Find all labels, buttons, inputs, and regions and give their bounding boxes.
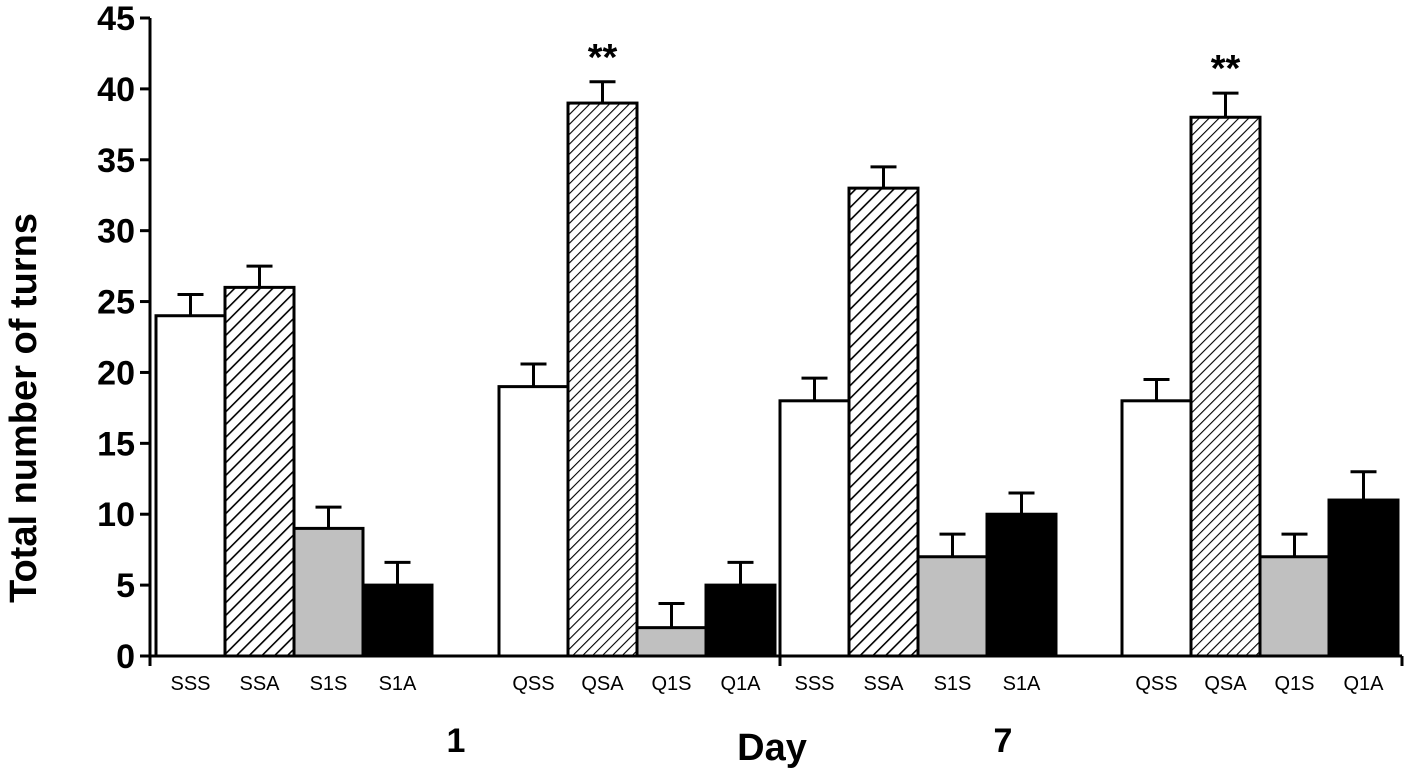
bar-g3-ssa — [847, 186, 920, 658]
category-label-g4-qsa: QSA — [1204, 673, 1247, 695]
category-label-g3-s1s: S1S — [934, 673, 972, 695]
day-label-7: 7 — [994, 722, 1013, 760]
category-label-g2-qsa: QSA — [581, 673, 624, 695]
category-label-g2-qss: QSS — [512, 673, 554, 695]
bar-g4-q1s — [1258, 555, 1331, 658]
y-axis-title: Total number of turns — [3, 213, 45, 603]
bar-g4-q1a — [1327, 498, 1400, 658]
bar-g1-ssa — [223, 285, 296, 658]
category-label-g3-sss: SSS — [794, 673, 834, 695]
bar-g3-s1a — [985, 512, 1058, 658]
bar-g1-s1s — [292, 526, 365, 658]
category-label-g1-s1s: S1S — [310, 673, 348, 695]
significance-marker-g2: ** — [588, 37, 618, 79]
bar-g2-qsa — [566, 101, 639, 658]
category-label-g2-q1a: Q1A — [720, 673, 761, 695]
y-tick-label-5: 5 — [116, 567, 135, 605]
category-label-g1-s1a: S1A — [379, 673, 417, 695]
y-tick-label-0: 0 — [116, 638, 135, 676]
x-axis-title: Day — [737, 727, 807, 769]
bar-g3-sss — [778, 399, 851, 658]
category-label-g4-qss: QSS — [1135, 673, 1177, 695]
category-label-g4-q1a: Q1A — [1343, 673, 1384, 695]
y-tick-label-45: 45 — [97, 0, 135, 38]
category-label-g3-ssa: SSA — [863, 673, 904, 695]
y-tick-label-20: 20 — [97, 354, 135, 392]
y-tick-label-30: 30 — [97, 213, 135, 251]
axes-layer — [140, 16, 1404, 666]
bar-g2-q1s — [635, 626, 708, 658]
bar-g1-sss — [154, 314, 227, 658]
y-tick-label-35: 35 — [97, 142, 135, 180]
bar-g3-s1s — [916, 555, 989, 658]
bar-g2-q1a — [704, 583, 777, 658]
day-label-1: 1 — [447, 722, 466, 760]
y-tick-label-25: 25 — [97, 284, 135, 322]
bar-g1-s1a — [361, 583, 434, 658]
labels-layer: Total number of turns Day 1 7 SSS SSA S1S S… — [3, 0, 1384, 769]
bars-layer — [154, 80, 1400, 658]
y-tick-label-15: 15 — [97, 425, 135, 463]
bar-g4-qss — [1120, 399, 1193, 658]
y-tick-label-40: 40 — [97, 71, 135, 109]
significance-marker-g4: ** — [1211, 48, 1241, 90]
category-label-g2-q1s: Q1S — [651, 673, 691, 695]
bar-g2-qss — [497, 385, 570, 658]
category-label-g3-s1a: S1A — [1003, 673, 1041, 695]
category-label-g1-sss: SSS — [170, 673, 210, 695]
bar-g4-qsa — [1189, 115, 1262, 658]
category-label-g4-q1s: Q1S — [1274, 673, 1314, 695]
y-tick-label-10: 10 — [97, 496, 135, 534]
category-label-g1-ssa: SSA — [239, 673, 280, 695]
